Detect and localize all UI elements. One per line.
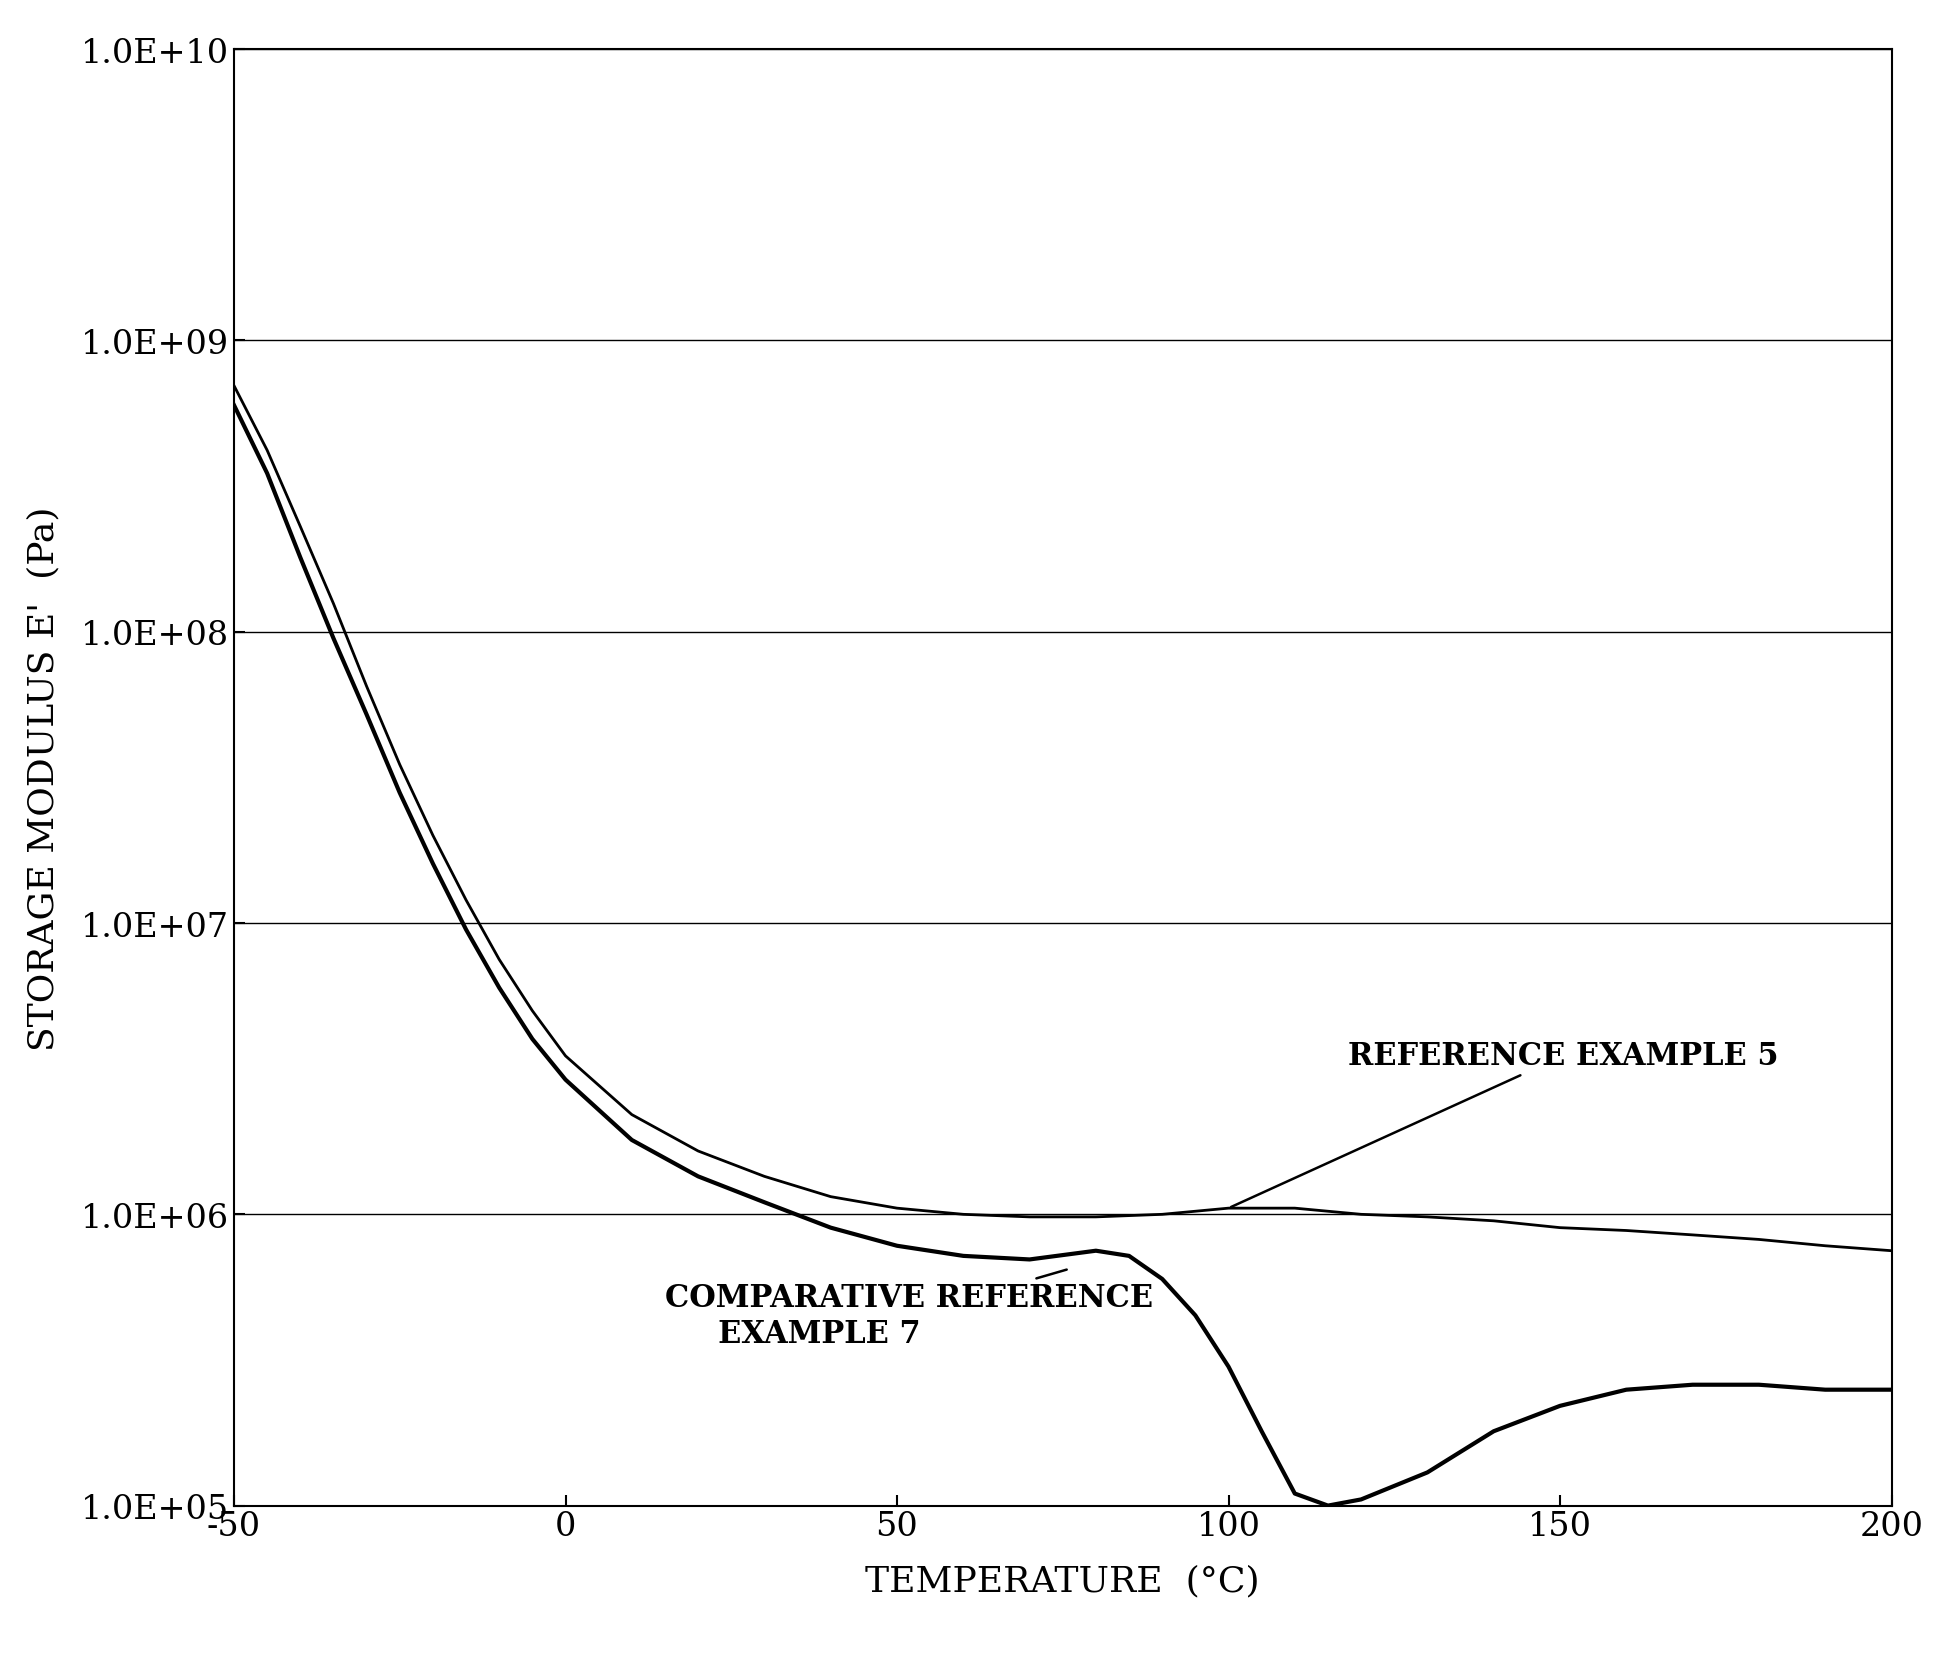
- Y-axis label: STORAGE MODULUS E'  (Pa): STORAGE MODULUS E' (Pa): [25, 505, 60, 1051]
- Text: COMPARATIVE REFERENCE
     EXAMPLE 7: COMPARATIVE REFERENCE EXAMPLE 7: [665, 1270, 1152, 1348]
- Text: REFERENCE EXAMPLE 5: REFERENCE EXAMPLE 5: [1230, 1041, 1778, 1208]
- X-axis label: TEMPERATURE  (°C): TEMPERATURE (°C): [866, 1563, 1260, 1598]
